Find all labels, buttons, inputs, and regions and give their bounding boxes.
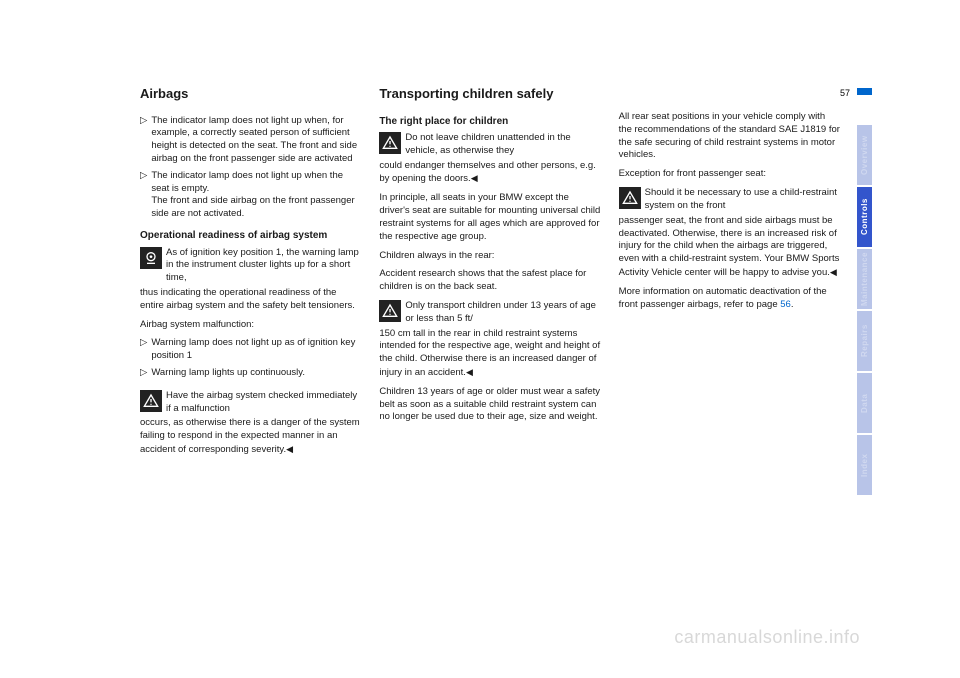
heading-transporting: Transporting children safely [379, 85, 600, 103]
triangle-bullet-icon: ▷ [140, 115, 147, 166]
warning-continuation: 150 cm tall in the rear in child restrai… [379, 328, 600, 378]
paragraph: All rear seat positions in your vehicle … [619, 111, 840, 162]
tab-data[interactable]: Data [857, 373, 872, 433]
paragraph: Children always in the rear: [379, 250, 600, 263]
page-content: Airbags ▷ The indicator lamp does not li… [140, 85, 840, 463]
warning-paragraph: Do not leave children unattended in the … [379, 132, 600, 158]
warning-text: Should it be necessary to use a child-re… [645, 187, 840, 213]
tab-controls[interactable]: Controls [857, 187, 872, 247]
watermark: carmanualsonline.info [674, 627, 860, 648]
airbag-icon [140, 247, 162, 269]
bullet-text: Warning lamp lights up continuously. [151, 367, 305, 380]
warning-text: Only transport children under 13 years o… [405, 300, 600, 326]
warning-icon [619, 187, 641, 209]
page-link[interactable]: 56 [780, 299, 791, 310]
sidebar-tabs: Overview Controls Maintenance Repairs Da… [857, 125, 872, 497]
icon-text: As of ignition key position 1, the warni… [166, 247, 361, 285]
paragraph: thus indicating the operational readines… [140, 287, 361, 313]
bullet-item: ▷ The indicator lamp does not light up w… [140, 115, 361, 166]
end-marker-icon: ◀ [466, 367, 473, 377]
warning-paragraph: Should it be necessary to use a child-re… [619, 187, 840, 213]
bullet-item: ▷ The indicator lamp does not light up w… [140, 170, 361, 221]
heading-airbags: Airbags [140, 85, 361, 103]
paragraph: Exception for front passenger seat: [619, 168, 840, 181]
warning-text: Do not leave children unattended in the … [405, 132, 600, 158]
bullet-item: ▷ Warning lamp lights up continuously. [140, 367, 361, 380]
column-3: All rear seat positions in your vehicle … [619, 85, 840, 463]
triangle-bullet-icon: ▷ [140, 337, 147, 363]
warning-text: Have the airbag system checked immediate… [166, 390, 361, 416]
warning-continuation: occurs, as otherwise there is a danger o… [140, 417, 360, 455]
paragraph: 150 cm tall in the rear in child restrai… [379, 328, 600, 380]
tab-index[interactable]: Index [857, 435, 872, 495]
paragraph: More information on automatic deactivati… [619, 286, 840, 312]
bullet-text: The indicator lamp does not light up whe… [151, 115, 361, 166]
page-number: 57 [840, 88, 850, 98]
warning-icon [379, 300, 401, 322]
subheading-operational: Operational readiness of airbag system [140, 229, 361, 243]
tab-overview[interactable]: Overview [857, 125, 872, 185]
end-marker-icon: ◀ [471, 173, 478, 183]
column-1: Airbags ▷ The indicator lamp does not li… [140, 85, 361, 463]
tab-maintenance[interactable]: Maintenance [857, 249, 872, 309]
paragraph: Children 13 years of age or older must w… [379, 386, 600, 424]
warning-icon [140, 390, 162, 412]
warning-paragraph: Have the airbag system checked immediate… [140, 390, 361, 416]
bullet-text-line: The indicator lamp does not light up whe… [151, 170, 343, 194]
end-marker-icon: ◀ [830, 267, 837, 277]
paragraph: Accident research shows that the safest … [379, 268, 600, 294]
paragraph: Airbag system malfunction: [140, 319, 361, 332]
subheading-rightplace: The right place for children [379, 115, 600, 129]
paragraph: could endanger themselves and other pers… [379, 160, 600, 187]
triangle-bullet-icon: ▷ [140, 367, 147, 380]
warning-continuation: could endanger themselves and other pers… [379, 160, 596, 185]
tab-repairs[interactable]: Repairs [857, 311, 872, 371]
warning-icon [379, 132, 401, 154]
column-2: Transporting children safely The right p… [379, 85, 600, 463]
bullet-item: ▷ Warning lamp does not light up as of i… [140, 337, 361, 363]
bullet-text-line: The front and side airbag on the front p… [151, 195, 354, 219]
text-span: . [791, 299, 794, 310]
bullet-text: The indicator lamp does not light up whe… [151, 170, 361, 221]
warning-continuation: passenger seat, the front and side airba… [619, 215, 840, 278]
text-span: More information on automatic deactivati… [619, 286, 827, 310]
paragraph: In principle, all seats in your BMW exce… [379, 192, 600, 243]
paragraph: passenger seat, the front and side airba… [619, 215, 840, 280]
end-marker-icon: ◀ [286, 444, 293, 454]
bullet-text: Warning lamp does not light up as of ign… [151, 337, 361, 363]
triangle-bullet-icon: ▷ [140, 170, 147, 221]
warning-paragraph: Only transport children under 13 years o… [379, 300, 600, 326]
page-marker [857, 88, 872, 95]
paragraph: occurs, as otherwise there is a danger o… [140, 417, 361, 456]
icon-paragraph: As of ignition key position 1, the warni… [140, 247, 361, 285]
